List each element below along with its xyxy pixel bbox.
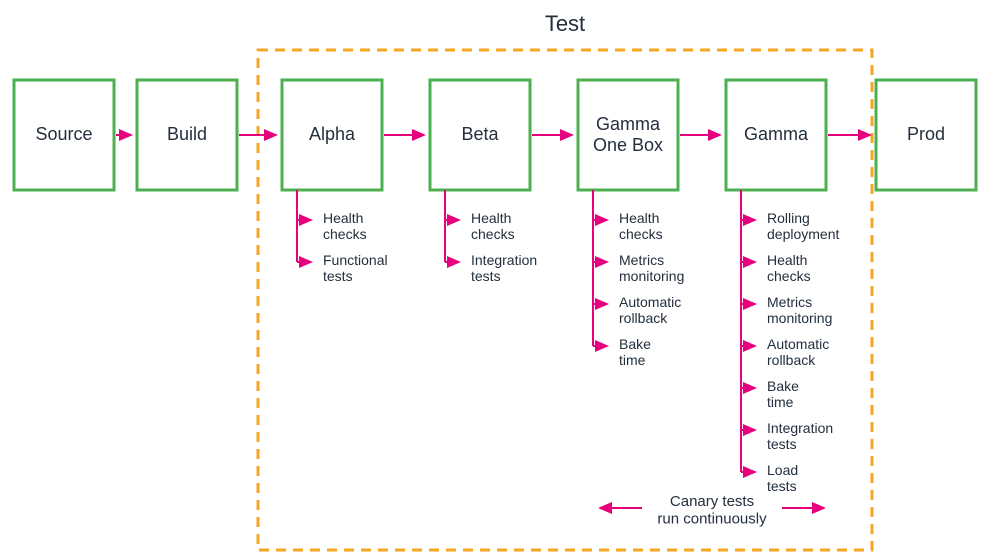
sublist-label-gamma-4: Baketime — [767, 378, 799, 410]
test-region-title: Test — [545, 11, 585, 36]
sublist-label-gamma-5: Integrationtests — [767, 420, 833, 452]
sublist-label-gamma-3: Automaticrollback — [767, 336, 829, 368]
sublist-label-gamma-0: Rollingdeployment — [767, 210, 839, 242]
sublist-label-beta-0: Healthchecks — [471, 210, 515, 242]
pipeline-diagram: Test Source Build Alpha Beta GammaOne Box Gamm… — [0, 0, 993, 560]
stage-label-beta: Beta — [461, 124, 499, 144]
stage-label-gamma1: GammaOne Box — [593, 114, 663, 155]
stage-label-gamma: Gamma — [744, 124, 809, 144]
sublist-label-gamma-2: Metricsmonitoring — [767, 294, 832, 326]
sublist-label-gamma-6: Loadtests — [767, 462, 798, 494]
stage-label-source: Source — [35, 124, 92, 144]
sublist-label-beta-1: Integrationtests — [471, 252, 537, 284]
sublist-label-gamma-1: Healthchecks — [767, 252, 811, 284]
sublist-label-gamma1-1: Metricsmonitoring — [619, 252, 684, 284]
stage-label-prod: Prod — [907, 124, 945, 144]
sublist-label-gamma1-0: Healthchecks — [619, 210, 663, 242]
stage-label-build: Build — [167, 124, 207, 144]
sublist-label-gamma1-3: Baketime — [619, 336, 651, 368]
sublist-label-gamma1-2: Automaticrollback — [619, 294, 681, 326]
sublist-label-alpha-1: Functionaltests — [323, 252, 388, 284]
sublist-label-alpha-0: Healthchecks — [323, 210, 367, 242]
stage-label-alpha: Alpha — [309, 124, 356, 144]
canary-label: Canary testsrun continuously — [657, 493, 767, 527]
diagram-root: Test Source Build Alpha Beta GammaOne Box Gamm… — [0, 0, 993, 560]
